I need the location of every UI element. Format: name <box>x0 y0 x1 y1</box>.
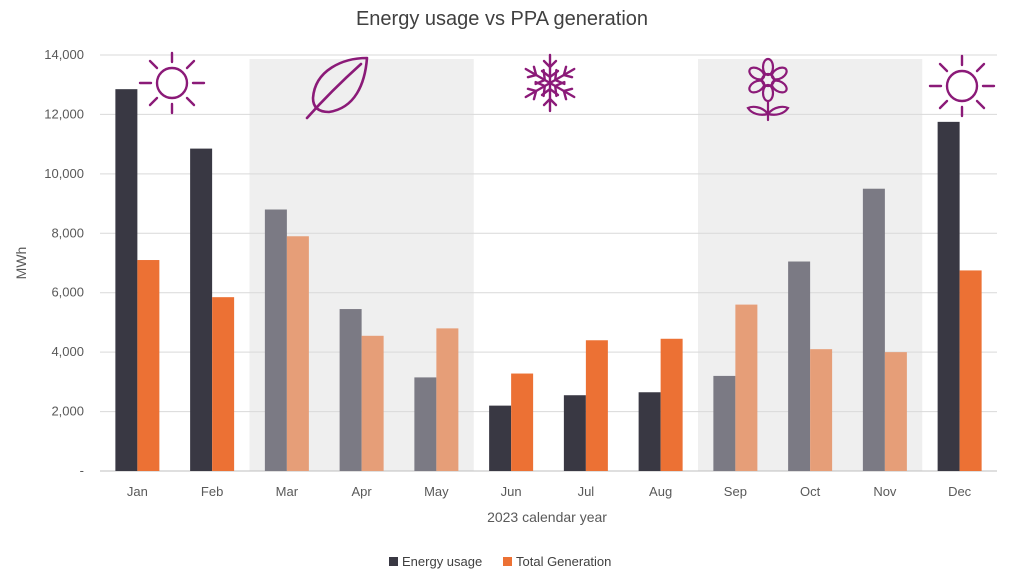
x-axis-label: 2023 calendar year <box>487 509 607 525</box>
x-tick-label: Sep <box>724 484 747 499</box>
x-tick-label: Oct <box>800 484 821 499</box>
bar-total-generation-jan <box>137 260 160 471</box>
bar-energy-usage-aug <box>638 392 661 471</box>
x-tick-label: Dec <box>948 484 972 499</box>
bar-total-generation-apr <box>361 335 384 471</box>
flower-icon <box>746 57 790 122</box>
y-tick-label: 12,000 <box>44 106 84 121</box>
y-tick-label: 14,000 <box>44 47 84 62</box>
snowflake-icon <box>520 53 580 113</box>
bar-energy-usage-may <box>414 377 437 471</box>
bar-energy-usage-jan <box>115 89 138 472</box>
chart-title: Energy usage vs PPA generation <box>356 8 648 30</box>
sun-icon <box>928 54 996 118</box>
y-tick-label: - <box>80 463 84 478</box>
y-axis-ticks: - 2,000 4,000 6,000 8,000 10,000 12,000 14,000 <box>44 47 84 478</box>
legend-label-total-generation: Total Generation <box>516 554 611 569</box>
gridlines <box>100 54 997 472</box>
legend-swatch-energy-usage <box>389 557 398 566</box>
bar-total-generation-may <box>436 328 459 471</box>
legend: Energy usage Total Generation <box>389 554 611 569</box>
leaf-icon <box>305 56 369 120</box>
bar-total-generation-mar <box>286 236 309 471</box>
x-axis-ticks: Jan Feb Mar Apr May Jun Jul Aug Sep Oct Nov Dec <box>127 484 972 499</box>
bar-energy-usage-sep <box>713 375 736 471</box>
x-tick-label: Jul <box>578 484 595 499</box>
x-tick-label: Mar <box>276 484 299 499</box>
bar-energy-usage-jul <box>563 395 586 471</box>
y-tick-label: 4,000 <box>51 344 84 359</box>
legend-label-energy-usage: Energy usage <box>402 554 482 569</box>
legend-swatch-total-generation <box>503 557 512 566</box>
y-tick-label: 8,000 <box>51 225 84 240</box>
bar-energy-usage-nov <box>862 188 885 471</box>
bar-total-generation-feb <box>212 297 235 471</box>
x-tick-label: Jun <box>501 484 522 499</box>
bar-energy-usage-apr <box>339 309 362 471</box>
bar-energy-usage-jun <box>489 405 512 471</box>
bar-total-generation-jul <box>585 340 608 471</box>
bar-energy-usage-dec <box>937 121 960 471</box>
y-tick-label: 2,000 <box>51 404 84 419</box>
bar-total-generation-aug <box>660 338 683 471</box>
bar-total-generation-dec <box>959 270 982 471</box>
x-tick-label: Jan <box>127 484 148 499</box>
y-tick-label: 6,000 <box>51 285 84 300</box>
x-tick-label: Feb <box>201 484 223 499</box>
y-tick-label: 10,000 <box>44 166 84 181</box>
x-tick-label: Apr <box>352 484 373 499</box>
bar-total-generation-jun <box>511 373 534 471</box>
x-tick-label: Nov <box>873 484 897 499</box>
y-axis-label: MWh <box>13 247 29 280</box>
bar-total-generation-sep <box>735 304 758 471</box>
bar-energy-usage-mar <box>264 209 287 471</box>
bars <box>115 89 982 472</box>
x-tick-label: May <box>424 484 449 499</box>
bar-total-generation-oct <box>810 349 833 471</box>
bar-energy-usage-feb <box>190 148 213 471</box>
bar-total-generation-nov <box>884 352 907 471</box>
sun-icon <box>138 51 206 115</box>
bar-energy-usage-oct <box>788 261 811 471</box>
x-tick-label: Aug <box>649 484 672 499</box>
